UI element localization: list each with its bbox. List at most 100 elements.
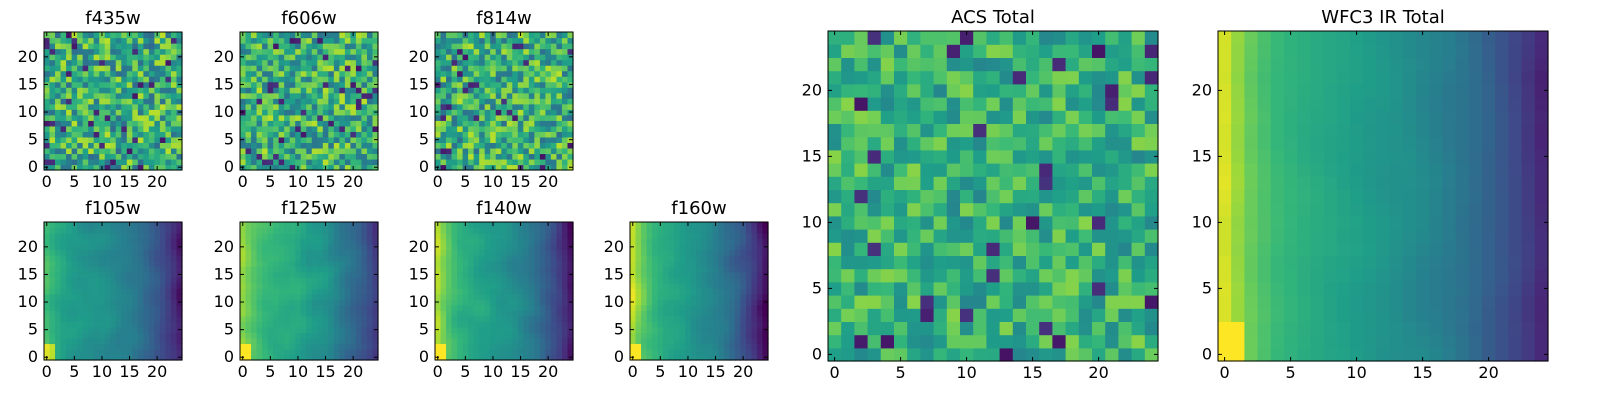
heatmap-cell [630, 315, 637, 322]
heatmap-cell [946, 176, 961, 190]
heatmap-cell [159, 54, 167, 61]
heatmap-cell [143, 260, 150, 267]
heatmap-cell [311, 326, 318, 333]
heatmap-cell [333, 54, 340, 61]
heatmap-cell [561, 326, 569, 333]
heatmap-cell [60, 222, 67, 229]
heatmap-cell [556, 348, 563, 356]
heatmap-cell [550, 266, 558, 273]
heatmap-cell [712, 227, 719, 234]
heatmap-cell [545, 114, 552, 121]
heatmap-cell [484, 153, 491, 160]
heatmap-cell [267, 114, 274, 121]
heatmap-cell [328, 354, 335, 361]
heatmap-cell [867, 176, 882, 190]
heatmap-cell [506, 70, 513, 77]
heatmap-cell [132, 299, 139, 306]
heatmap-cell [756, 315, 764, 322]
heatmap-cell [630, 293, 637, 300]
heatmap-cell [60, 310, 67, 317]
heatmap-cell [701, 348, 708, 356]
heatmap-cell [561, 158, 569, 166]
heatmap-cell [451, 321, 458, 328]
heatmap-cell [473, 76, 480, 83]
heatmap-cell [457, 315, 464, 322]
heatmap-cell [300, 348, 307, 356]
heatmap-cell [740, 332, 747, 339]
heatmap-cell [451, 87, 458, 94]
heatmap-cell [355, 288, 363, 295]
heatmap-cell [355, 271, 363, 278]
heatmap-cell [545, 158, 552, 166]
heatmap-cell [82, 59, 89, 66]
heatmap-cell [110, 48, 117, 55]
heatmap-cell [718, 244, 725, 251]
heatmap-cell [328, 131, 335, 138]
heatmap-cell [495, 48, 502, 55]
heatmap-cell [1012, 281, 1027, 296]
heatmap-cell [317, 238, 324, 245]
heatmap-cell [1131, 308, 1146, 322]
heatmap-cell [82, 238, 89, 245]
heatmap-cell [88, 249, 95, 256]
heatmap-cell [880, 321, 895, 336]
heatmap-cell [718, 233, 725, 240]
heatmap-cell [707, 304, 714, 311]
heatmap-cell [306, 222, 313, 229]
heatmap-cell [154, 92, 161, 99]
heatmap-cell [99, 98, 106, 105]
heatmap-cell [712, 238, 719, 245]
heatmap-cell [501, 65, 508, 72]
heatmap-cell [446, 142, 453, 149]
heatmap-cell [451, 260, 458, 267]
heatmap-cell [110, 222, 117, 229]
heatmap-cell [339, 153, 346, 160]
heatmap-cell [440, 153, 447, 160]
heatmap-cell [663, 288, 670, 295]
heatmap-cell [933, 347, 948, 362]
heatmap-cell [154, 103, 161, 110]
heatmap-cell [49, 315, 56, 322]
heatmap-cell [867, 308, 882, 322]
heatmap-cell [641, 271, 648, 278]
heatmap-cell [1105, 163, 1119, 177]
heatmap-cell [512, 59, 519, 66]
heatmap-cell [841, 281, 855, 296]
heatmap-cell [446, 227, 453, 234]
heatmap-cell [440, 37, 447, 44]
heatmap-cell [300, 343, 307, 350]
heatmap-cell [707, 271, 714, 278]
heatmap-cell [479, 136, 486, 143]
heatmap-cell [907, 334, 921, 349]
heatmap-cell [641, 304, 648, 311]
heatmap-cell [440, 131, 447, 138]
heatmap-cell [668, 304, 675, 311]
heatmap-cell [506, 32, 513, 39]
heatmap-cell [49, 249, 56, 256]
heatmap-cell [251, 244, 258, 251]
heatmap-cell [289, 310, 296, 317]
heatmap-cell [523, 293, 530, 300]
heatmap-cell [289, 153, 296, 160]
heatmap-cell [333, 114, 340, 121]
heatmap-cell [550, 136, 558, 143]
heatmap-cell [361, 98, 368, 105]
heatmap-cell [506, 147, 513, 155]
heatmap-cell [894, 176, 908, 190]
heatmap-cell [55, 244, 62, 251]
heatmap-cell [355, 92, 363, 99]
heatmap-cell [66, 332, 73, 339]
heatmap-cell [545, 153, 552, 160]
heatmap-cell [300, 158, 307, 166]
heatmap-cell [663, 332, 670, 339]
heatmap-cell [328, 310, 335, 317]
heatmap-cell [468, 222, 475, 229]
heatmap-cell [534, 32, 541, 39]
heatmap-cell [534, 109, 541, 116]
heatmap-cell [894, 229, 908, 243]
heatmap-cell [245, 337, 252, 345]
heatmap-cell [143, 59, 150, 66]
heatmap-cell [104, 321, 111, 328]
heatmap-cell [635, 222, 642, 229]
heatmap-cell [550, 37, 558, 44]
